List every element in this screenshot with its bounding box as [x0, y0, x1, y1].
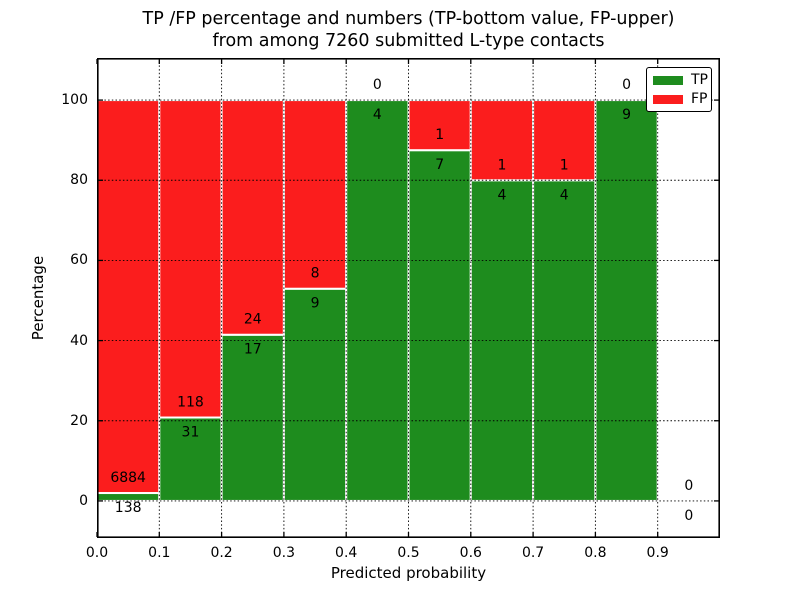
y-tick-label: 80 — [70, 172, 88, 189]
tp-count-label-8: 9 — [622, 107, 631, 123]
tp-count-label-0: 138 — [115, 500, 142, 516]
fp-legend-swatch-icon — [653, 95, 683, 104]
x-tick-label: 0.4 — [335, 545, 358, 561]
tp-count-label-1: 31 — [182, 425, 200, 441]
tp-count-label-5: 7 — [435, 157, 444, 173]
x-tick-label: 0.0 — [85, 545, 109, 561]
tp-bar-segment-3 — [282, 287, 348, 502]
tp-count-label-2: 17 — [244, 342, 262, 358]
fp-count-label-4: 0 — [373, 77, 382, 93]
chart-title: TP /FP percentage and numbers (TP-bottom… — [97, 8, 720, 52]
fp-count-label-9: 0 — [684, 478, 693, 494]
fp-count-label-3: 8 — [311, 266, 320, 282]
fp-bar-segment-3 — [282, 99, 348, 290]
y-tick-label: 0 — [79, 492, 88, 509]
tp-legend-label: TP — [691, 72, 708, 88]
legend-entry-fp: FP — [653, 90, 711, 109]
tp-count-label-6: 4 — [497, 187, 506, 203]
fp-count-label-6: 1 — [497, 157, 506, 173]
x-tick-label: 0.5 — [397, 545, 420, 561]
fp-count-label-2: 24 — [244, 312, 262, 328]
x-tick-label: 0.3 — [272, 545, 296, 561]
tp-bar-segment-2 — [220, 333, 285, 502]
tp-count-label-7: 4 — [560, 187, 569, 203]
fp-bar-segment-2 — [220, 99, 285, 336]
fp-count-label-0: 6884 — [110, 470, 146, 486]
x-tick-label: 0.2 — [210, 545, 233, 561]
x-tick-label: 0.6 — [459, 545, 482, 561]
tp-bar-segment-4 — [345, 99, 410, 502]
y-tick-label: 60 — [70, 252, 88, 269]
fp-bar-segment-1 — [158, 99, 223, 419]
fp-count-label-8: 0 — [622, 77, 631, 93]
chart-title-line-1: TP /FP percentage and numbers (TP-bottom… — [142, 9, 675, 29]
x-tick-label: 0.9 — [646, 545, 669, 561]
fp-count-label-5: 1 — [435, 127, 444, 143]
y-tick-label: 40 — [70, 332, 88, 349]
fp-bar-segment-6 — [469, 99, 535, 182]
axes-frame — [97, 58, 721, 538]
fp-count-label-7: 1 — [560, 157, 569, 173]
x-tick-label: 0.7 — [521, 545, 545, 561]
tp-count-label-9: 0 — [684, 508, 693, 524]
fp-count-label-1: 118 — [177, 395, 204, 411]
x-tick-label: 0.8 — [584, 545, 607, 561]
x-axis-label: Predicted probability — [330, 564, 487, 582]
chart-title-line-2: from among 7260 submitted L-type contact… — [212, 31, 605, 51]
y-tick-label: 100 — [61, 92, 88, 109]
y-tick-label: 20 — [70, 412, 88, 429]
fp-bar-segment-0 — [96, 99, 161, 495]
legend-entry-tp: TP — [653, 71, 711, 90]
tp-bar-segment-8 — [594, 99, 659, 502]
tp-count-label-4: 4 — [373, 107, 382, 123]
plot-area: 6884 138 118 31 24 17 8 9 0 4 1 7 1 4 1 4 0 9 0 0 — [96, 58, 721, 538]
tp-legend-swatch-icon — [653, 76, 683, 85]
fp-bar-segment-7 — [532, 99, 597, 182]
fp-legend-label: FP — [691, 91, 708, 107]
tp-count-label-3: 9 — [311, 296, 320, 312]
legend: TP FP — [646, 67, 712, 112]
tp-bar-segment-5 — [407, 149, 472, 502]
x-tick-label: 0.1 — [148, 545, 171, 561]
